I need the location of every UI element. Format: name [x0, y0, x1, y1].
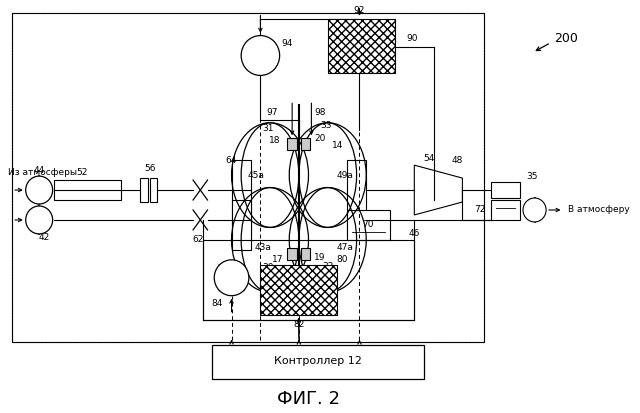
Text: 20: 20: [314, 134, 326, 143]
Text: 31: 31: [262, 124, 274, 133]
Text: 62: 62: [192, 235, 204, 244]
Text: 19: 19: [314, 253, 326, 262]
Circle shape: [214, 260, 249, 296]
FancyBboxPatch shape: [287, 138, 297, 150]
Text: 44: 44: [33, 166, 45, 175]
Text: 47a: 47a: [337, 243, 353, 252]
FancyBboxPatch shape: [301, 138, 310, 150]
Text: 14: 14: [332, 141, 343, 150]
FancyBboxPatch shape: [492, 182, 520, 198]
FancyBboxPatch shape: [492, 200, 520, 220]
Text: Контроллер 12: Контроллер 12: [274, 356, 362, 366]
Circle shape: [26, 206, 52, 234]
FancyBboxPatch shape: [232, 200, 251, 250]
FancyBboxPatch shape: [54, 180, 121, 200]
Circle shape: [26, 176, 52, 204]
Text: Из атмосферы: Из атмосферы: [8, 168, 77, 177]
Text: В атмосферу: В атмосферу: [568, 206, 630, 214]
Text: 33: 33: [320, 121, 332, 130]
Text: 97: 97: [266, 108, 278, 117]
Text: 98: 98: [314, 108, 326, 117]
Circle shape: [241, 36, 280, 76]
Text: 42: 42: [38, 233, 50, 242]
Text: 84: 84: [211, 299, 223, 308]
Text: 92: 92: [354, 6, 365, 15]
Text: 94: 94: [282, 39, 293, 48]
Text: 45a: 45a: [247, 171, 264, 180]
Text: 30: 30: [262, 263, 274, 272]
FancyBboxPatch shape: [140, 178, 148, 202]
FancyBboxPatch shape: [347, 160, 366, 235]
Text: 17: 17: [272, 255, 284, 264]
FancyBboxPatch shape: [301, 248, 310, 260]
Text: 43a: 43a: [255, 243, 272, 252]
Text: 200: 200: [554, 32, 578, 45]
Text: 54: 54: [423, 154, 435, 163]
FancyBboxPatch shape: [328, 19, 395, 74]
Text: 64: 64: [226, 156, 237, 165]
Text: 52: 52: [77, 168, 88, 177]
Text: 49a: 49a: [337, 171, 353, 180]
FancyBboxPatch shape: [260, 265, 337, 315]
FancyBboxPatch shape: [212, 344, 424, 380]
Text: 32: 32: [322, 262, 333, 271]
FancyBboxPatch shape: [287, 248, 297, 260]
Text: 70: 70: [362, 221, 374, 230]
FancyBboxPatch shape: [232, 160, 251, 235]
Text: 35: 35: [526, 172, 538, 180]
FancyBboxPatch shape: [347, 210, 390, 240]
Text: 90: 90: [406, 34, 418, 43]
Text: 18: 18: [269, 136, 280, 145]
Circle shape: [523, 198, 546, 222]
FancyBboxPatch shape: [150, 178, 157, 202]
Text: 56: 56: [144, 164, 156, 173]
Text: 46: 46: [408, 229, 420, 238]
Text: 82: 82: [293, 320, 305, 329]
Text: 72: 72: [474, 206, 485, 214]
Text: ФИГ. 2: ФИГ. 2: [277, 390, 340, 408]
Text: 80: 80: [337, 255, 348, 264]
Text: 48: 48: [452, 156, 463, 165]
